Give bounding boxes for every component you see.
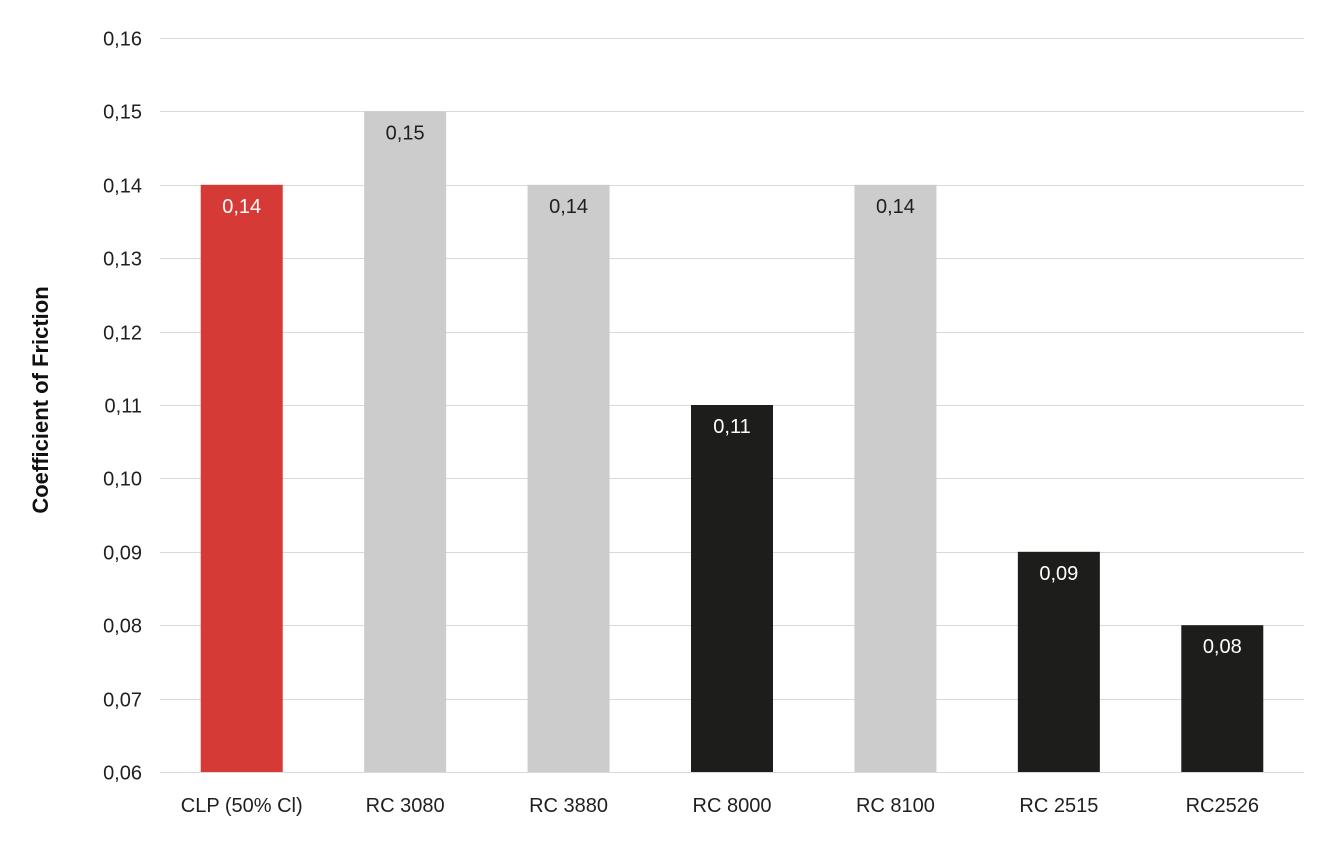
x-category-label: RC 2515 — [1019, 795, 1098, 817]
x-category-label: RC2526 — [1186, 795, 1259, 817]
y-tick-label: 0,13 — [103, 249, 142, 271]
y-tick-label: 0,14 — [103, 176, 142, 198]
bar — [1017, 551, 1100, 772]
y-tick-label: 0,16 — [103, 29, 142, 51]
bar-value-label: 0,08 — [1203, 636, 1242, 658]
category-labels: CLP (50% Cl) RC 3080 RC 3880 RC 8000 RC 8100… — [181, 795, 1259, 817]
y-tick-label: 0,06 — [103, 763, 142, 785]
x-category-label: RC 8100 — [856, 795, 935, 817]
bar — [364, 111, 447, 772]
y-tick-labels: 0,06 0,07 0,08 0,09 0,10 0,11 0,12 0,13 0,14 0,15… — [103, 29, 142, 785]
value-labels: 0,14 0,15 0,14 0,11 0,14 0,09 0,08 — [222, 122, 1242, 658]
y-axis-title: Coefficient of Friction — [28, 286, 53, 513]
bar-value-label: 0,09 — [1039, 563, 1078, 585]
bar-value-label: 0,14 — [222, 196, 261, 218]
y-tick-label: 0,08 — [103, 616, 142, 638]
x-category-label: CLP (50% Cl) — [181, 795, 303, 817]
bar-value-label: 0,11 — [713, 416, 750, 438]
bar — [854, 184, 937, 773]
y-tick-label: 0,15 — [103, 102, 142, 124]
bar-value-label: 0,14 — [876, 196, 915, 218]
y-tick-label: 0,10 — [103, 469, 142, 491]
bar — [527, 184, 610, 773]
bar-value-label: 0,15 — [386, 122, 425, 144]
y-tick-label: 0,11 — [105, 396, 142, 418]
y-tick-label: 0,12 — [103, 323, 142, 345]
bars — [200, 111, 1264, 773]
y-tick-label: 0,09 — [103, 543, 142, 565]
x-category-label: RC 3080 — [366, 795, 445, 817]
bar — [200, 184, 283, 773]
bar-value-label: 0,14 — [549, 196, 588, 218]
x-category-label: RC 8000 — [693, 795, 772, 817]
bar — [1181, 625, 1264, 772]
bar — [691, 405, 773, 772]
x-category-label: RC 3880 — [529, 795, 608, 817]
y-tick-label: 0,07 — [103, 690, 142, 712]
